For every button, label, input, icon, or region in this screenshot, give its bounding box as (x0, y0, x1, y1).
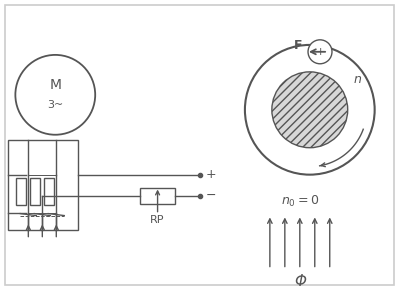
Circle shape (272, 72, 348, 148)
Text: RP: RP (150, 214, 164, 225)
Text: +: + (206, 168, 217, 181)
Bar (140, 188, 175, 204)
Text: −: − (206, 189, 217, 202)
Bar (8, 140, 78, 230)
Circle shape (15, 55, 95, 135)
Text: +: + (315, 47, 325, 57)
Text: F: F (294, 39, 302, 52)
Text: Φ: Φ (294, 274, 306, 289)
Text: 3~: 3~ (47, 100, 63, 110)
Text: $n_0 = 0$: $n_0 = 0$ (280, 194, 319, 209)
Bar (30, 178, 40, 205)
Bar (44, 178, 54, 205)
Text: n: n (354, 73, 361, 86)
Bar (16, 178, 26, 205)
Circle shape (308, 40, 332, 64)
Text: M: M (49, 78, 61, 92)
